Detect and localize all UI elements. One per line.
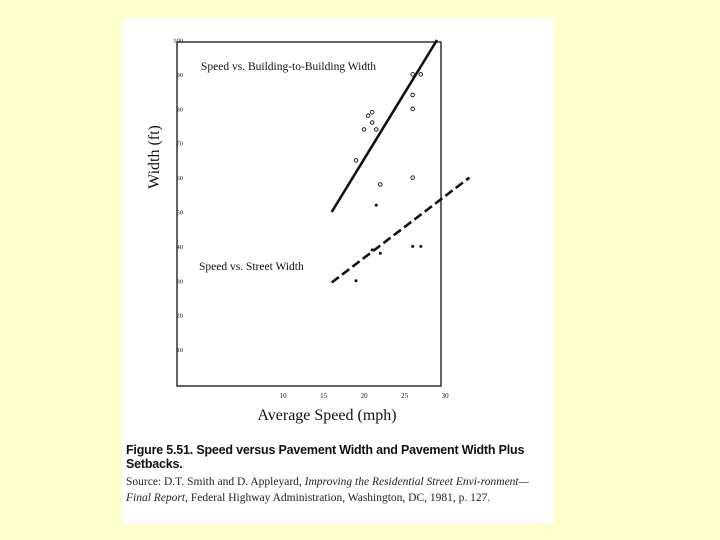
data-point-building-width xyxy=(410,106,415,112)
annotation-building-width: Speed vs. Building-to-Building Width xyxy=(201,61,376,73)
data-point-building-width xyxy=(410,175,415,180)
data-point-building-width xyxy=(378,182,383,187)
x-tick-label: 25 xyxy=(401,392,409,400)
data-point-building-width xyxy=(369,109,375,115)
x-axis-label: Average Speed (mph) xyxy=(257,407,396,424)
y-tick-label: 80 xyxy=(177,106,184,113)
figure-caption: Figure 5.51. Speed versus Pavement Width… xyxy=(126,443,525,471)
data-point-street-width xyxy=(370,248,374,252)
y-tick-label: 100 xyxy=(173,38,183,45)
data-point-building-width xyxy=(369,120,375,125)
data-point-building-width xyxy=(410,72,415,77)
figure-source: Source: D.T. Smith and D. Appleyard, Imp… xyxy=(126,474,550,506)
y-tick-label: 60 xyxy=(177,175,184,182)
trend-line-street-width xyxy=(330,176,471,284)
data-point-building-width xyxy=(373,127,379,132)
y-tick-label: 50 xyxy=(177,210,184,217)
data-point-building-width xyxy=(418,72,424,77)
y-tick-label: 40 xyxy=(177,244,184,251)
data-point-building-width xyxy=(353,158,359,163)
plot-frame xyxy=(176,41,442,387)
data-point-street-width xyxy=(378,251,382,255)
y-tick-label: 30 xyxy=(177,278,184,285)
figure-card: 10 15 20 25 30 10 20 30 40 50 60 70 80 90 100 Speed vs… xyxy=(122,18,554,523)
chart: 10 15 20 25 30 10 20 30 40 50 60 70 80 90 100 Speed vs… xyxy=(146,38,471,424)
x-tick-label: 30 xyxy=(442,392,450,400)
x-tick-label: 10 xyxy=(280,392,288,400)
x-tick-label: 15 xyxy=(320,392,328,400)
trend-line-building-width xyxy=(330,39,439,213)
y-tick-label: 10 xyxy=(177,347,184,354)
annotation-street-width: Speed vs. Street Width xyxy=(199,261,304,273)
y-tick-label: 90 xyxy=(177,72,184,79)
x-tick-label: 20 xyxy=(361,392,369,400)
source-rest: Federal Highway Administration, Washingt… xyxy=(187,492,491,504)
y-axis-label: Width (ft) xyxy=(146,125,163,189)
y-tick-label: 70 xyxy=(177,141,184,148)
y-tick-label: 20 xyxy=(177,313,184,320)
data-point-building-width xyxy=(410,92,415,98)
data-point-building-width xyxy=(361,127,367,132)
data-point-street-width xyxy=(374,203,378,207)
data-point-street-width xyxy=(411,244,415,248)
source-title: Improving the Residential Street Envi-ro… xyxy=(126,476,529,504)
data-point-street-width xyxy=(354,279,358,283)
data-point-building-width xyxy=(365,113,371,118)
data-point-street-width xyxy=(419,244,423,248)
source-prefix: Source: D.T. Smith and D. Appleyard, xyxy=(126,476,305,488)
